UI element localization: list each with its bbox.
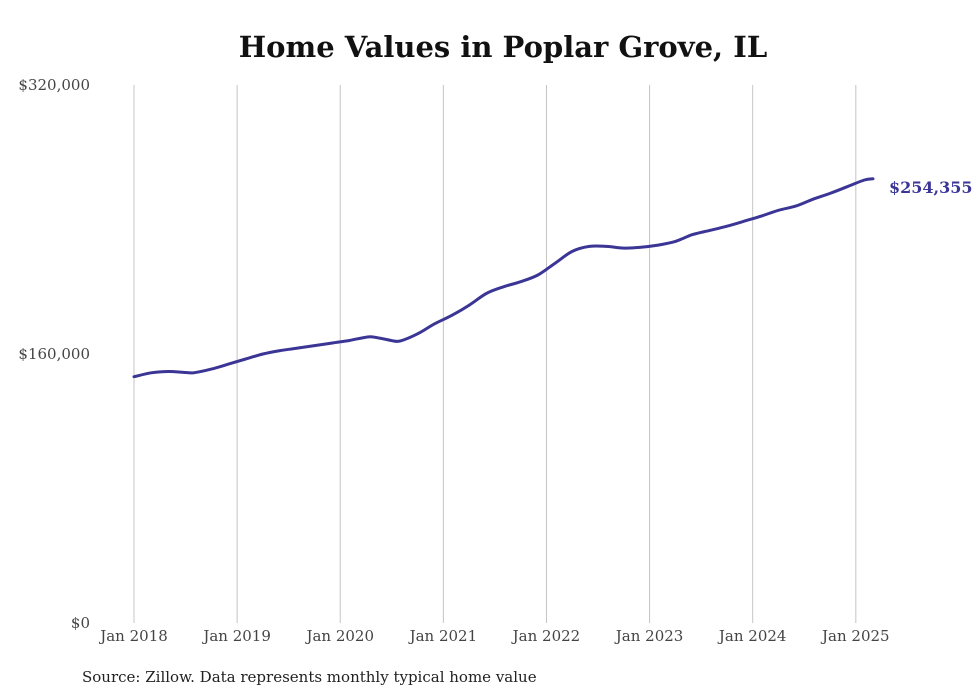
data-point — [184, 371, 187, 374]
data-point — [132, 375, 136, 378]
data-point — [656, 243, 660, 247]
data-point — [777, 209, 780, 212]
y-tick-label: $0 — [71, 614, 90, 632]
x-tick-label: Jan 2020 — [304, 627, 374, 645]
data-point — [330, 341, 333, 345]
data-point — [433, 322, 436, 325]
data-point — [708, 229, 711, 232]
data-point — [536, 273, 540, 277]
x-tick-label: Jan 2023 — [614, 627, 684, 645]
data-point — [871, 177, 875, 181]
data-point — [278, 349, 282, 352]
data-point — [588, 245, 591, 248]
source-note: Source: Zillow. Data represents monthly … — [82, 668, 537, 686]
data-point — [210, 367, 213, 371]
y-axis: $0 $160,000 $320,000 — [18, 76, 90, 632]
data-point — [794, 204, 797, 208]
x-tick-label: Jan 2019 — [201, 627, 271, 645]
data-point — [296, 346, 299, 350]
x-tick-label: Jan 2024 — [717, 627, 787, 645]
data-point — [639, 246, 643, 249]
data-point — [502, 285, 505, 288]
data-point — [313, 344, 316, 347]
data-point — [261, 352, 265, 356]
data-point — [674, 240, 677, 243]
y-tick-label: $320,000 — [18, 76, 90, 94]
data-point — [605, 245, 608, 248]
data-point — [390, 339, 393, 342]
data-point — [450, 314, 454, 317]
data-point — [742, 219, 746, 223]
data-point — [553, 262, 557, 265]
data-point — [571, 250, 574, 253]
data-point — [364, 335, 368, 339]
data-point — [725, 225, 729, 228]
data-point — [192, 371, 196, 374]
data-point — [863, 178, 866, 182]
data-point — [828, 192, 832, 195]
data-point — [227, 362, 230, 366]
data-point — [373, 335, 376, 339]
data-point — [760, 214, 763, 218]
data-point — [467, 304, 471, 307]
data-point — [691, 233, 694, 236]
data-point — [347, 339, 351, 342]
series-layer — [132, 177, 875, 379]
series-line — [132, 177, 875, 379]
data-point — [167, 370, 170, 373]
data-point — [149, 371, 153, 375]
x-axis: Jan 2018 Jan 2019 Jan 2020 Jan 2021 Jan 2022… — [98, 627, 889, 645]
data-point — [811, 198, 815, 201]
end-value-label: $254,355 — [889, 178, 973, 197]
x-tick-label: Jan 2021 — [408, 627, 478, 645]
data-point — [244, 357, 247, 361]
x-tick-label: Jan 2022 — [511, 627, 581, 645]
data-point — [846, 185, 849, 188]
data-point — [519, 280, 522, 283]
y-tick-label: $160,000 — [18, 345, 90, 363]
chart-title: Home Values in Poplar Grove, IL — [238, 30, 768, 64]
line-chart: $0$160,000$320,000 Jan 2018 Jan 2019 Jan 2… — [18, 76, 973, 645]
x-tick-label: Jan 2025 — [820, 627, 890, 645]
x-tick-label: Jan 2018 — [98, 627, 168, 645]
data-point — [485, 292, 488, 295]
data-point — [416, 332, 419, 336]
data-point — [622, 246, 626, 250]
gridlines — [133, 85, 857, 623]
data-point — [399, 339, 402, 343]
